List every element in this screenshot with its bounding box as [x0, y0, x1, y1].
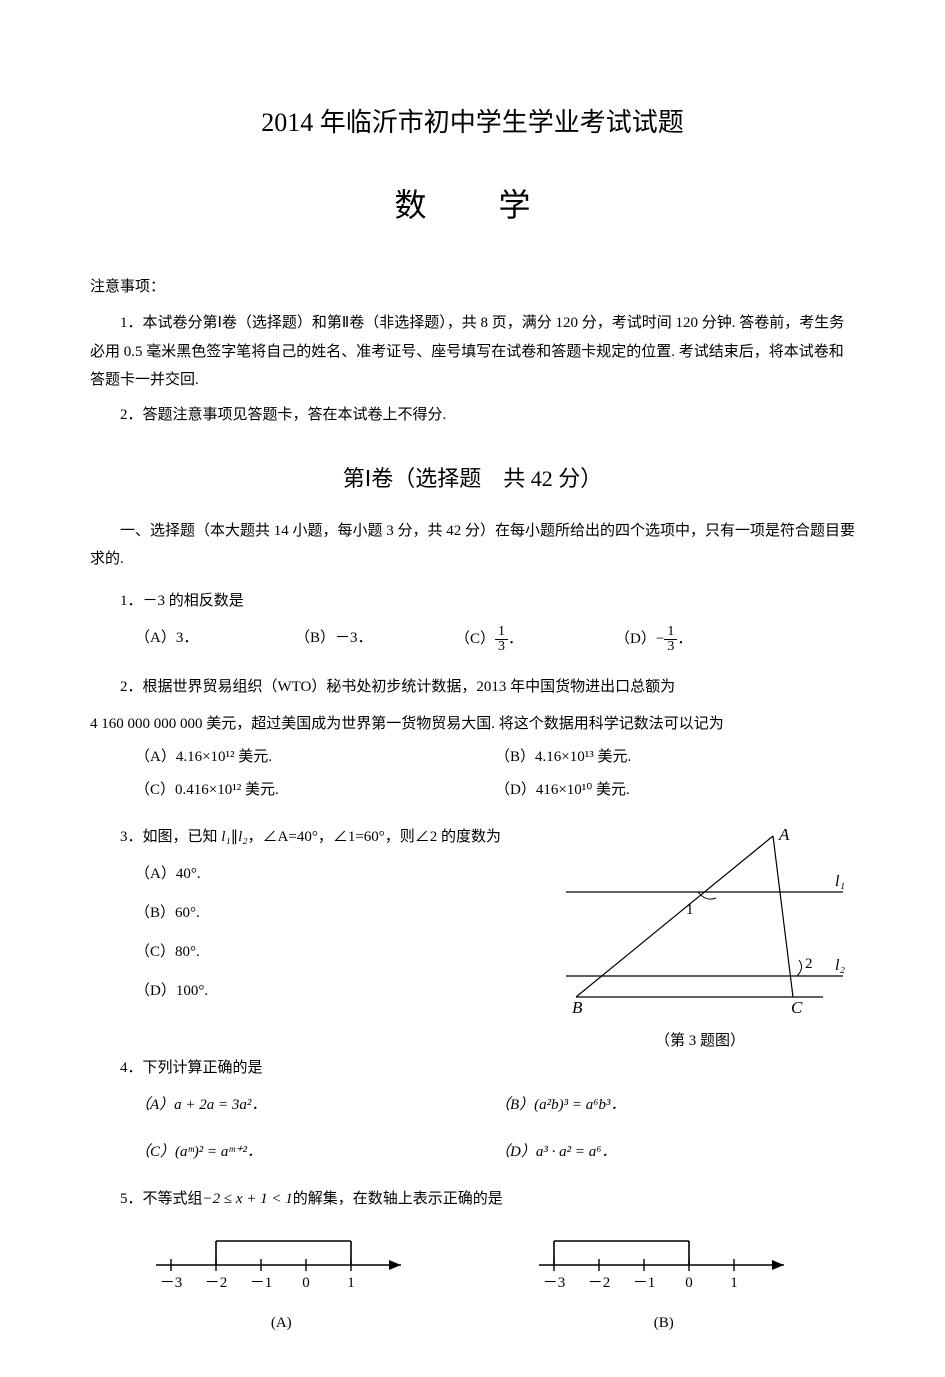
svg-text:1: 1 [686, 902, 694, 918]
q1-opt-a: （A）3． [135, 625, 295, 654]
q3-options: （A）40°. （B）60°. （C）80°. （D）100°. [90, 861, 545, 1005]
q5-numberlines: －3 －2 －1 0 1 (A) －3 －2 －1 0 1 (B) [90, 1223, 855, 1337]
q3-stem: 3．如图，已知 l₁∥l₂，∠A=40°，∠1=60°，则∠2 的度数为 [90, 824, 545, 851]
q2-stem-2: 4 160 000 000 000 美元，超过美国成为世界第一货物贸易大国. 将… [90, 711, 855, 738]
svg-text:2: 2 [805, 956, 813, 972]
q4-opt-d: （D）a³ · a² = a⁶． [495, 1139, 855, 1166]
q1-opt-c: （C）13． [455, 625, 615, 654]
frac-den: 3 [664, 640, 677, 654]
section-1-instructions: 一、选择题（本大题共 14 小题，每小题 3 分，共 42 分）在每小题所给出的… [90, 517, 855, 574]
q5-stem-pre: 5．不等式组 [120, 1191, 203, 1207]
numberline-a-svg: －3 －2 －1 0 1 [141, 1223, 421, 1298]
q1-opt-b: （B）－3． [295, 625, 455, 654]
q2-opt-b: （B）4.16×10¹³ 美元. [495, 744, 855, 771]
q5-stem: 5．不等式组−2 ≤ x + 1 < 1的解集，在数轴上表示正确的是 [90, 1186, 855, 1213]
q5-opt-a-label: (A) [90, 1310, 473, 1337]
q3-container: 3．如图，已知 l₁∥l₂，∠A=40°，∠1=60°，则∠2 的度数为 （A）… [90, 824, 855, 1055]
svg-text:－2: －2 [587, 1275, 610, 1291]
q4-opt-a: （A）a + 2a = 3a²． [135, 1092, 495, 1119]
q3-left: 3．如图，已知 l₁∥l₂，∠A=40°，∠1=60°，则∠2 的度数为 （A）… [90, 824, 545, 1055]
q2-opt-a: （A）4.16×10¹² 美元. [135, 744, 495, 771]
q1-opt-d: （D）−13． [615, 625, 775, 654]
q1-options: （A）3． （B）－3． （C）13． （D）−13． [90, 625, 855, 660]
q5-stem-post: 的解集，在数轴上表示正确的是 [293, 1191, 503, 1207]
svg-text:－3: －3 [160, 1275, 183, 1291]
q4-opt-c: （C）(aᵐ)² = aᵐ⁺²． [135, 1139, 495, 1166]
q1-d-pre: （D） [615, 631, 656, 647]
svg-text:B: B [572, 998, 583, 1014]
svg-text:1: 1 [730, 1275, 738, 1291]
q5-opt-b-label: (B) [473, 1310, 856, 1337]
notice-item: 2．答题注意事项见答题卡，答在本试卷上不得分. [90, 401, 855, 430]
svg-text:l₁: l₁ [835, 873, 845, 890]
svg-text:0: 0 [303, 1275, 311, 1291]
q4-options: （A）a + 2a = 3a²． （B）(a²b)³ = a⁶b³． （C）(a… [90, 1092, 855, 1172]
notice-item: 1．本试卷分第Ⅰ卷（选择题）和第Ⅱ卷（非选择题），共 8 页，满分 120 分，… [90, 309, 855, 395]
q3-l2: l₂ [238, 829, 247, 845]
q1-stem: 1．－3 的相反数是 [90, 588, 855, 615]
q3-caption: （第 3 题图） [545, 1028, 855, 1055]
q3-diagram-svg: A B Cl₁ l₂ 1 2 [548, 824, 853, 1014]
svg-text:1: 1 [348, 1275, 356, 1291]
title-main: 2014 年临沂市初中学生学业考试试题 [90, 100, 855, 147]
q2-opt-d: （D）416×10¹⁰ 美元. [495, 777, 855, 804]
svg-text:－1: －1 [250, 1275, 273, 1291]
q1-c-post: ． [508, 631, 523, 647]
q3-opt-d: （D）100°. [135, 978, 545, 1005]
q3-l1: l₁ [221, 829, 230, 845]
q2-opt-c: （C）0.416×10¹² 美元. [135, 777, 495, 804]
q3-stem-mid: ，∠A=40°，∠1=60°，则∠2 的度数为 [248, 829, 502, 845]
svg-text:l₂: l₂ [835, 957, 845, 974]
frac-num: 1 [495, 625, 508, 640]
q4-stem: 4．下列计算正确的是 [90, 1055, 855, 1082]
section-1-title: 第Ⅰ卷（选择题 共 42 分） [90, 459, 855, 499]
q3-stem-pre: 3．如图，已知 [120, 829, 221, 845]
fraction-icon: 13 [495, 625, 508, 654]
q3-opt-c: （C）80°. [135, 939, 545, 966]
q3-opt-b: （B）60°. [135, 900, 545, 927]
q1-c-pre: （C） [455, 631, 495, 647]
title-sub: 数 学 [90, 177, 855, 235]
q5-opt-b-cell: －3 －2 －1 0 1 (B) [473, 1223, 856, 1337]
q1-d-sign: − [656, 631, 664, 647]
fraction-icon: 13 [664, 625, 677, 654]
frac-num: 1 [664, 625, 677, 640]
svg-text:C: C [791, 998, 803, 1014]
svg-text:A: A [778, 825, 790, 844]
q5-ineq: −2 ≤ x + 1 < 1 [203, 1191, 293, 1207]
svg-text:0: 0 [685, 1275, 693, 1291]
numberline-b-svg: －3 －2 －1 0 1 [524, 1223, 804, 1298]
q4-opt-b: （B）(a²b)³ = a⁶b³． [495, 1092, 855, 1119]
q3-figure: A B Cl₁ l₂ 1 2 （第 3 题图） [545, 824, 855, 1055]
svg-text:－2: －2 [205, 1275, 228, 1291]
q1-d-post: ． [677, 631, 692, 647]
q2-options: （A）4.16×10¹² 美元. （B）4.16×10¹³ 美元. （C）0.4… [90, 744, 855, 810]
notice-heading: 注意事项： [90, 274, 855, 301]
svg-text:－1: －1 [632, 1275, 655, 1291]
svg-text:－3: －3 [542, 1275, 565, 1291]
frac-den: 3 [495, 640, 508, 654]
q5-opt-a-cell: －3 －2 －1 0 1 (A) [90, 1223, 473, 1337]
q3-opt-a: （A）40°. [135, 861, 545, 888]
q2-stem: 2．根据世界贸易组织（WTO）秘书处初步统计数据，2013 年中国货物进出口总额… [90, 674, 855, 701]
